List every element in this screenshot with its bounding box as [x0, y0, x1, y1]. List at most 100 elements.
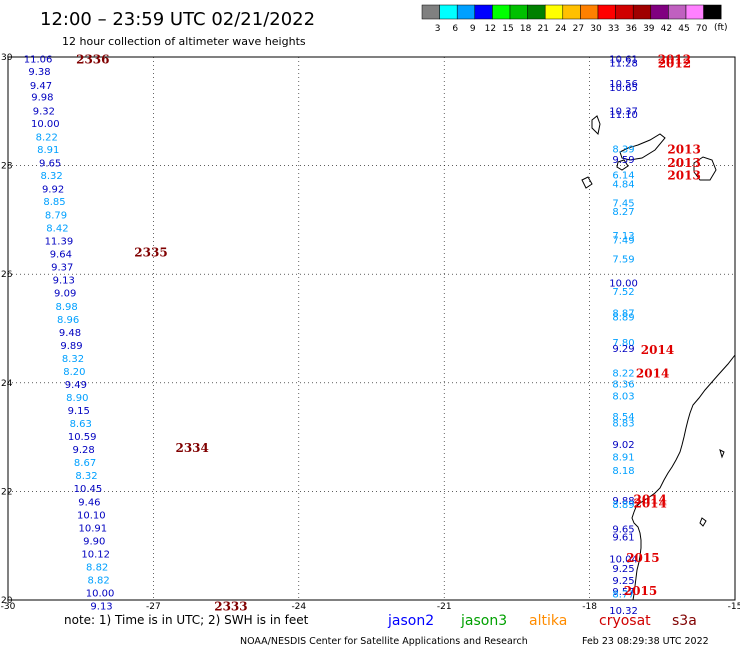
longitude-ticks: -30 -27 -24 -21 -18 -15 [1, 602, 740, 612]
time-labels: 2336233523342333201220122013201320132014… [76, 53, 701, 614]
time-label: 2014 [633, 493, 666, 507]
wave-height-value: 10.00 [31, 119, 60, 130]
wave-height-value: 8.77 [612, 590, 634, 601]
wave-height-value: 9.65 [39, 158, 61, 169]
generated-timestamp: Feb 23 08:29:38 UTC 2022 [582, 636, 709, 647]
africa-coastline [631, 354, 736, 601]
longitude-tick-label: -27 [146, 602, 161, 612]
color-scale-unit: (ft) [714, 23, 728, 33]
color-swatch [597, 4, 616, 20]
wave-height-value: 9.25 [612, 564, 634, 575]
wave-height-value: 8.42 [46, 224, 68, 235]
color-swatch [685, 4, 704, 20]
wave-height-value: 11.28 [609, 59, 638, 70]
color-scale-label: 24 [555, 24, 567, 34]
wave-height-value: 10.32 [609, 606, 638, 617]
time-label: 2012 [658, 53, 691, 67]
color-scale-label: 9 [470, 24, 476, 34]
color-swatch [615, 4, 634, 20]
wave-height-value: 9.13 [53, 276, 75, 287]
color-scale-label: 39 [643, 24, 655, 34]
color-swatch [439, 4, 458, 20]
wave-height-value: 9.46 [78, 497, 100, 508]
wave-height-value: 8.63 [70, 419, 92, 430]
graticule [8, 57, 735, 600]
color-swatch [474, 4, 493, 20]
time-label: 2013 [667, 142, 700, 156]
time-label: 2015 [624, 584, 657, 598]
color-scale-label: 45 [678, 24, 689, 34]
wave-height-value: 8.54 [612, 412, 634, 423]
time-label: 2012 [658, 57, 691, 71]
color-swatch [509, 4, 528, 20]
wave-height-value: 7.52 [612, 287, 634, 298]
wave-height-value: 9.57 [612, 587, 634, 598]
longitude-tick-label: -18 [582, 602, 597, 612]
time-label: 2333 [214, 600, 247, 614]
wave-height-value: 7.59 [612, 255, 634, 266]
wave-height-value: 9.88 [612, 496, 634, 507]
island-gomera [616, 159, 629, 171]
longitude-tick-label: -30 [1, 602, 16, 612]
color-swatch [544, 4, 564, 20]
coastline [581, 115, 736, 601]
wave-height-value: 8.22 [612, 369, 634, 380]
time-label: 2334 [175, 441, 208, 455]
wave-height-value: 8.20 [63, 367, 85, 378]
time-label: 2015 [626, 551, 659, 565]
time-label: 2013 [667, 156, 700, 170]
wave-height-value: 8.91 [612, 453, 634, 464]
wave-height-value: 9.49 [65, 380, 87, 391]
map-frame [7, 56, 736, 601]
color-scale-label: 6 [452, 24, 458, 34]
color-scale-label: 21 [537, 24, 548, 34]
credit-text: NOAA/NESDIS Center for Satellite Applica… [240, 636, 528, 647]
wave-height-value: 10.91 [78, 523, 107, 534]
wave-height-value: 9.92 [42, 184, 64, 195]
altimeter-tracks: 11.069.38 9.479.98 9.32 10.00 8.22 8.91 9.65 8.… [24, 55, 638, 617]
color-scale-label: 27 [573, 24, 584, 34]
wave-height-value: 8.85 [43, 197, 65, 208]
wave-height-value: 8.32 [40, 171, 62, 182]
color-swatch [650, 4, 669, 20]
wave-height-value: 8.91 [37, 145, 59, 156]
wave-height-value: 10.56 [609, 79, 638, 90]
wave-height-value: 9.13 [90, 602, 112, 613]
latitude-tick-label: 20 [1, 596, 13, 606]
wave-height-value: 8.79 [45, 211, 67, 222]
satellite-legend-s3a: s3a [672, 613, 697, 629]
color-swatch [421, 4, 440, 20]
wave-height-value: 7.80 [612, 338, 634, 349]
wave-height-value: 8.82 [86, 562, 108, 573]
latitude-tick-label: 24 [1, 379, 13, 389]
time-label: 2335 [134, 245, 167, 259]
wave-height-value: 8.27 [612, 207, 634, 218]
wave-height-value: 8.90 [66, 393, 88, 404]
longitude-tick-label: -24 [291, 602, 306, 612]
wave-height-value: 10.59 [68, 432, 97, 443]
longitude-tick-label: -21 [437, 602, 452, 612]
map-panel: 11.069.38 9.479.98 9.32 10.00 8.22 8.91 9.65 8.… [7, 53, 736, 617]
color-swatch [527, 4, 546, 20]
island-el-hierro [581, 176, 593, 189]
wave-height-value: 8.36 [612, 379, 634, 390]
wave-height-value: 8.82 [87, 575, 109, 586]
color-swatch [456, 4, 476, 20]
island-la-palma [591, 115, 601, 136]
wave-height-value: 9.61 [612, 533, 634, 544]
color-scale-label: 42 [661, 24, 672, 34]
wave-height-value: 8.39 [612, 144, 634, 155]
wave-height-value: 8.18 [612, 466, 634, 477]
wave-height-value: 8.32 [75, 471, 97, 482]
color-swatch [562, 4, 581, 20]
wave-height-value: 9.29 [612, 344, 634, 355]
wave-height-value: 9.28 [72, 445, 94, 456]
latitude-tick-label: 22 [1, 487, 12, 497]
wave-height-value: 9.64 [50, 250, 72, 261]
wave-height-value: 11.06 [24, 55, 53, 66]
wave-height-value: 8.22 [36, 132, 58, 143]
wave-height-value: 11.10 [609, 110, 638, 121]
color-scale-label: 70 [696, 24, 708, 34]
wave-height-value: 7.13 [612, 231, 634, 242]
